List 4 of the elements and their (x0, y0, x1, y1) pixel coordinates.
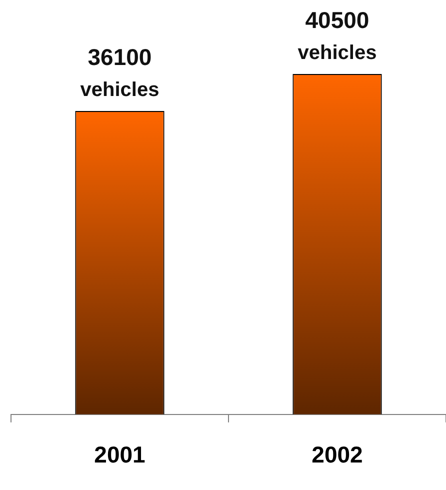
data-label: 40500 vehicles (298, 7, 377, 64)
data-label: 36100 vehicles (80, 44, 160, 101)
x-tick-label: 2002 (312, 442, 363, 468)
x-tick-label: 2001 (94, 442, 146, 468)
